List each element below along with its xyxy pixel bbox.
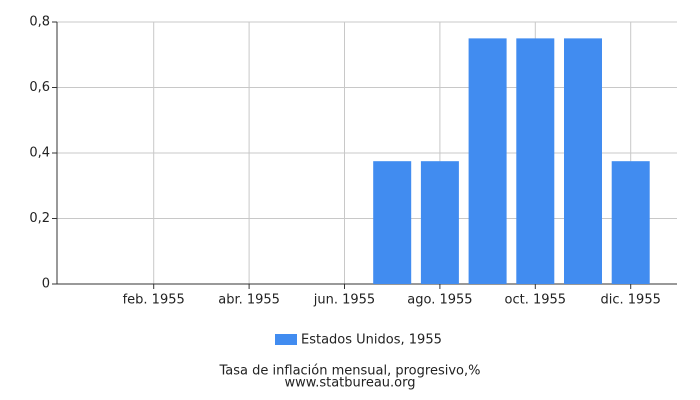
y-tick-label: 0 — [42, 277, 50, 292]
legend-swatch — [275, 334, 297, 345]
x-tick-label: jun. 1955 — [313, 293, 375, 308]
x-tick-label: oct. 1955 — [505, 293, 567, 308]
y-tick-label: 0,6 — [29, 80, 50, 95]
x-tick-label: feb. 1955 — [123, 293, 185, 308]
bar — [564, 38, 602, 284]
legend-label: Estados Unidos, 1955 — [301, 333, 442, 348]
y-tick-label: 0,8 — [29, 15, 50, 30]
bar — [611, 161, 650, 284]
bar — [468, 38, 507, 284]
x-tick-label: ago. 1955 — [407, 293, 472, 308]
chart-subtitle: www.statbureau.org — [285, 376, 416, 391]
x-tick-label: dic. 1955 — [601, 293, 661, 308]
y-tick-label: 0,2 — [29, 211, 50, 226]
bar — [516, 38, 555, 284]
bar — [373, 161, 412, 284]
y-tick-label: 0,4 — [29, 146, 50, 161]
x-tick-label: abr. 1955 — [218, 293, 280, 308]
chart-title: Tasa de inflación mensual, progresivo,% — [219, 364, 481, 379]
bar — [420, 161, 459, 284]
